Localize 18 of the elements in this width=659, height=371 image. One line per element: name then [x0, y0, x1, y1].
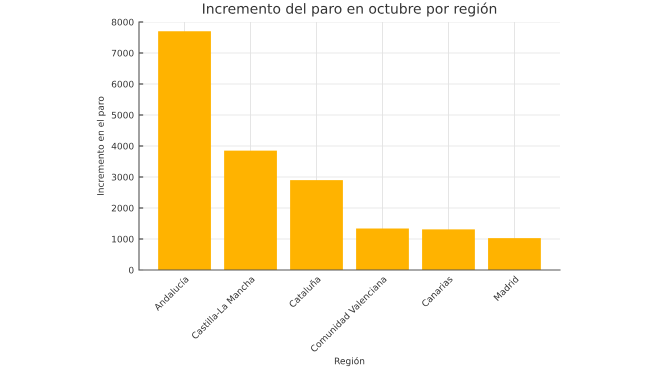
- y-tick-label: 6000: [112, 80, 134, 88]
- y-axis-title: Incremento en el paro: [96, 96, 106, 196]
- chart-title: Incremento del paro en octubre por región: [203, 2, 496, 17]
- y-tick-label: 8000: [112, 18, 134, 26]
- bar: [224, 150, 277, 270]
- y-tick-label: 3000: [112, 174, 134, 181]
- y-tick-label: 7000: [112, 50, 134, 57]
- bar: [158, 31, 211, 270]
- x-axis-title: Región: [334, 356, 364, 366]
- bar: [356, 228, 409, 270]
- bar: [488, 238, 541, 270]
- bar: [290, 180, 343, 270]
- y-tick-label: 2000: [112, 204, 134, 212]
- y-tick-label: 0: [128, 266, 134, 274]
- y-tick-label: 1000: [112, 236, 134, 243]
- y-tick-label: 5000: [112, 112, 134, 119]
- y-tick-label: 4000: [112, 142, 134, 150]
- bar: [422, 229, 475, 270]
